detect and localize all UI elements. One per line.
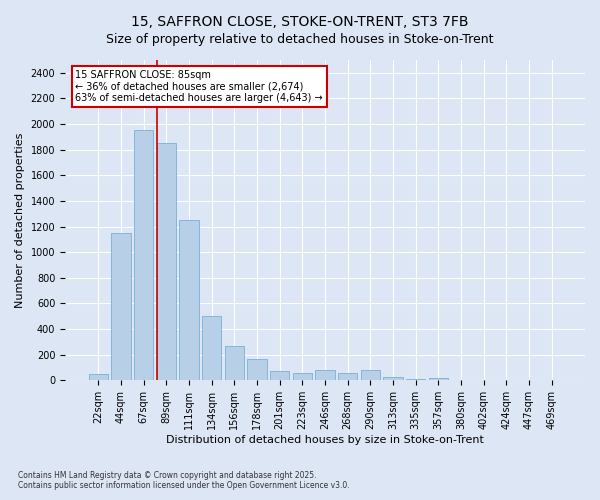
Bar [429,378,448,380]
Text: 15, SAFFRON CLOSE, STOKE-ON-TRENT, ST3 7FB: 15, SAFFRON CLOSE, STOKE-ON-TRENT, ST3 7… [131,15,469,29]
Y-axis label: Number of detached properties: Number of detached properties [15,132,25,308]
Bar [270,370,289,380]
Bar [383,376,403,380]
Text: Contains HM Land Registry data © Crown copyright and database right 2025.
Contai: Contains HM Land Registry data © Crown c… [18,470,350,490]
Bar [316,370,335,380]
Bar [338,374,358,380]
Bar [179,220,199,380]
Bar [157,144,176,380]
Bar [112,233,131,380]
Bar [293,374,312,380]
Bar [89,374,108,380]
Bar [406,379,425,380]
X-axis label: Distribution of detached houses by size in Stoke-on-Trent: Distribution of detached houses by size … [166,435,484,445]
Bar [361,370,380,380]
Text: 15 SAFFRON CLOSE: 85sqm
← 36% of detached houses are smaller (2,674)
63% of semi: 15 SAFFRON CLOSE: 85sqm ← 36% of detache… [76,70,323,103]
Text: Size of property relative to detached houses in Stoke-on-Trent: Size of property relative to detached ho… [106,32,494,46]
Bar [247,358,266,380]
Bar [202,316,221,380]
Bar [134,130,153,380]
Bar [224,346,244,380]
